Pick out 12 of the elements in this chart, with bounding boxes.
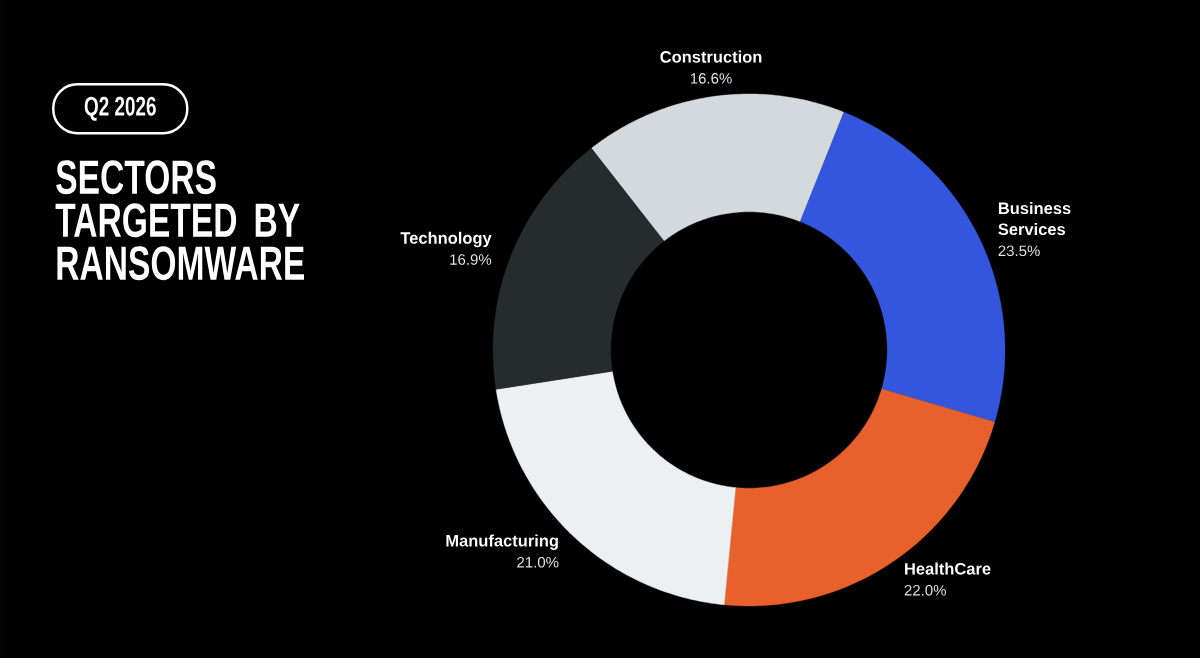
- text: SECTORS TARGETED BY RANSOMWARE: [55, 160, 305, 281]
- text: Q2 2026: [84, 96, 156, 121]
- slice-label: Manufacturing: [446, 534, 558, 550]
- data-label: 16.6%: [690, 73, 732, 84]
- slice-label: Business Services: [998, 202, 1071, 236]
- data-label: 23.5%: [998, 245, 1040, 257]
- slice-label: Technology: [400, 231, 492, 248]
- slice-label: Construction: [660, 50, 762, 63]
- data-label: 21.0%: [517, 556, 559, 568]
- data-label: 16.9%: [450, 254, 492, 265]
- slice-label: HealthCare: [905, 562, 991, 575]
- data-label: 22.0%: [904, 585, 946, 596]
